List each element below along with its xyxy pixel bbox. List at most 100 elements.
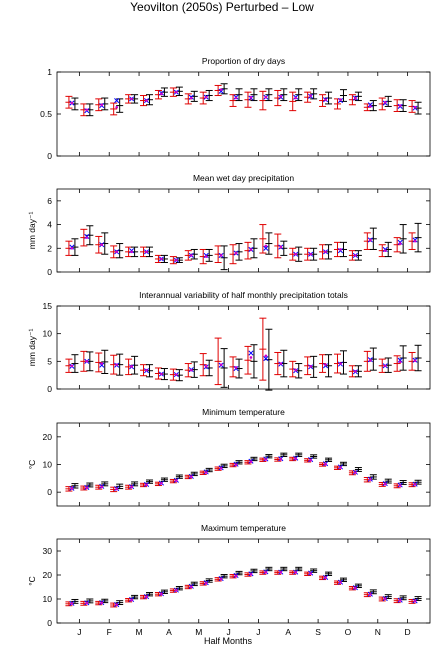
dot-marker <box>294 252 298 256</box>
y-tick-label: 15 <box>43 301 53 311</box>
dot-marker <box>160 257 163 261</box>
dot-marker <box>309 365 312 368</box>
dot-marker <box>249 356 253 359</box>
dot-marker <box>383 364 387 368</box>
y-tick-label: 30 <box>43 546 53 556</box>
month-label: A <box>285 627 291 637</box>
dot-marker <box>413 599 417 603</box>
dot-marker <box>309 94 312 97</box>
dot-marker <box>249 460 253 464</box>
dot-marker <box>279 95 283 98</box>
y-tick-label: 10 <box>43 329 53 339</box>
x-marker <box>397 357 403 363</box>
x-marker <box>263 245 269 251</box>
dot-marker <box>324 462 327 466</box>
dot-marker <box>264 458 268 461</box>
y-axis-label: mm day⁻¹ <box>27 329 37 367</box>
dot-marker <box>115 363 118 366</box>
dot-marker <box>279 457 283 461</box>
dot-marker <box>249 248 253 251</box>
x-marker <box>248 350 254 356</box>
dot-marker <box>279 362 283 365</box>
dot-marker <box>339 362 342 365</box>
dot-marker <box>383 482 387 486</box>
dot-marker <box>354 369 357 373</box>
series-red <box>65 570 416 608</box>
dot-marker <box>339 98 342 102</box>
dot-marker <box>294 571 298 574</box>
plot-frame <box>56 188 431 273</box>
dot-marker <box>219 363 223 366</box>
dot-marker <box>70 246 74 250</box>
series-magenta <box>70 236 417 262</box>
dot-marker <box>175 373 178 376</box>
dot-marker <box>70 602 74 605</box>
dot-marker <box>219 577 223 581</box>
dot-marker <box>264 571 268 574</box>
plot-frame <box>56 422 431 507</box>
dot-marker <box>145 483 148 486</box>
panel-title: Mean wet day precipitation <box>193 173 294 183</box>
dot-marker <box>413 483 417 486</box>
dot-marker <box>175 589 178 592</box>
x-marker <box>218 88 224 94</box>
y-tick-label: 1 <box>47 67 52 77</box>
month-label: O <box>345 627 352 637</box>
dot-marker <box>354 586 357 590</box>
dot-marker <box>145 99 148 102</box>
dot-marker <box>160 92 163 96</box>
y-tick-label: 4 <box>47 220 52 230</box>
dot-marker <box>204 365 208 368</box>
dot-marker <box>398 104 402 107</box>
dot-marker <box>369 593 372 596</box>
y-tick-label: 0 <box>47 487 52 497</box>
series-black <box>71 452 422 490</box>
series-black <box>71 222 422 271</box>
dot-marker <box>413 239 417 243</box>
dot-marker <box>398 484 402 487</box>
dot-marker <box>100 601 104 605</box>
dot-marker <box>204 255 208 258</box>
month-label: N <box>375 627 381 637</box>
dot-marker <box>130 598 133 602</box>
dot-marker <box>130 97 133 101</box>
dot-marker <box>85 360 89 363</box>
dot-marker <box>249 95 253 99</box>
panel-5: Maximum temperature 0 10 20 30 °C J F M A M J J A S O N D <box>27 523 431 637</box>
dot-marker <box>264 244 268 248</box>
dot-marker <box>100 243 104 247</box>
y-tick-label: 10 <box>43 594 53 604</box>
y-tick-label: 0 <box>47 267 52 277</box>
dot-marker <box>234 366 238 369</box>
dot-marker <box>309 252 312 256</box>
y-tick-label: 20 <box>43 432 53 442</box>
dot-marker <box>130 250 133 254</box>
month-label: M <box>136 627 143 637</box>
dot-marker <box>130 365 133 368</box>
y-tick-label: 0.5 <box>40 109 52 119</box>
dot-marker <box>339 581 342 584</box>
x-marker <box>367 102 373 108</box>
y-tick-label: 10 <box>43 460 53 470</box>
dot-marker <box>279 245 283 249</box>
y-tick-label: 5 <box>47 356 52 366</box>
dot-marker <box>234 96 238 100</box>
x-marker <box>114 98 120 104</box>
dot-marker <box>100 103 104 107</box>
dot-marker <box>115 603 118 607</box>
series-blue <box>69 350 418 378</box>
plot-frame <box>56 305 431 390</box>
dot-marker <box>204 581 208 585</box>
dot-marker <box>234 574 238 578</box>
panel-title: Interannual variability of half monthly … <box>139 290 348 300</box>
series-black <box>71 328 422 391</box>
series-black <box>71 566 422 606</box>
figure-title: Yeovilton (2050s) Perturbed – Low <box>130 0 314 14</box>
dot-marker <box>115 487 118 491</box>
dot-marker <box>160 372 163 376</box>
dot-marker <box>324 98 327 102</box>
dot-marker <box>219 254 223 257</box>
dot-marker <box>219 467 223 470</box>
dot-marker <box>189 96 193 100</box>
dot-marker <box>398 360 402 364</box>
